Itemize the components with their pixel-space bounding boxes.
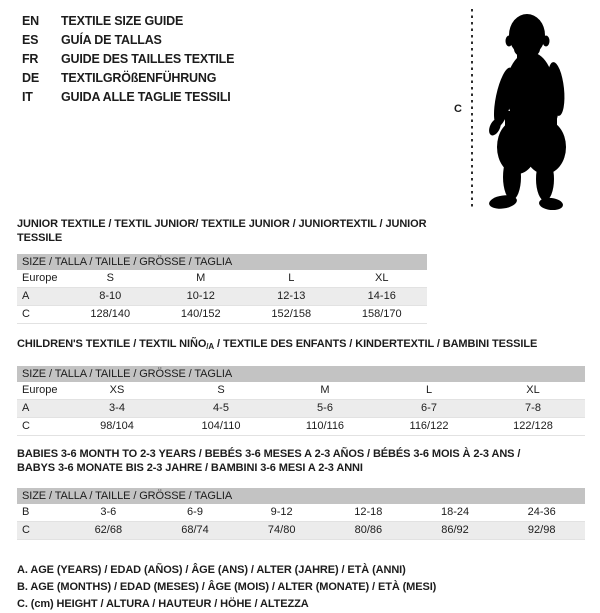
size-value: 110/116 xyxy=(305,420,345,432)
size-value: 5-6 xyxy=(317,402,333,414)
size-value: 3-6 xyxy=(100,506,117,518)
size-value: 92/98 xyxy=(527,524,556,536)
row-label: Europe xyxy=(22,272,58,284)
row-label: B xyxy=(22,506,30,518)
language-row: FR GUIDE DES TAILLES TEXTILE xyxy=(22,50,585,69)
footnotes: A. AGE (YEARS) / EDAD (AÑOS) / ÂGE (ANS)… xyxy=(17,562,585,613)
children-title-pre: CHILDREN'S TEXTILE / TEXTIL NIÑO xyxy=(17,338,207,350)
size-value: 7-8 xyxy=(525,402,541,414)
size-value: XL xyxy=(526,384,540,396)
language-row: EN TEXTILE SIZE GUIDE xyxy=(22,12,585,31)
height-figure: C xyxy=(452,5,597,210)
size-value: 12-18 xyxy=(354,506,383,518)
size-value: L xyxy=(288,272,295,284)
size-value: 18-24 xyxy=(440,506,470,518)
babies-table-rows: B 3-6 6-9 9-12 12-18 18-24 24-36 C 62/68 68/74 74/… xyxy=(17,504,585,540)
junior-table-section: JUNIOR TEXTILE / TEXTIL JUNIOR/ TEXTILE … xyxy=(17,217,427,324)
row-label: C xyxy=(22,420,30,432)
footnote-line: B. AGE (MONTHS) / EDAD (MESES) / ÂGE (MO… xyxy=(17,581,437,593)
row-label: C xyxy=(22,308,30,320)
size-header-bar: SIZE / TALLA / TAILLE / GRÖSSE / TAGLIA xyxy=(17,366,585,382)
size-header-bar: SIZE / TALLA / TAILLE / GRÖSSE / TAGLIA xyxy=(17,254,427,270)
table-row: C 98/104 104/110 110/116 116/122 122/128 xyxy=(17,418,585,436)
language-title: TEXTILGRÖßENFÜHRUNG xyxy=(61,71,217,85)
table-row: C 62/68 68/74 74/80 80/86 86/92 92/98 xyxy=(17,522,585,540)
language-row: IT GUIDA ALLE TAGLIE TESSILI xyxy=(22,88,585,107)
size-value: 140/152 xyxy=(180,308,221,320)
table-row: A 8-10 10-12 12-13 14-16 xyxy=(17,288,427,306)
table-row: C 128/140 140/152 152/158 158/170 xyxy=(17,306,427,324)
size-value: 128/140 xyxy=(90,308,131,320)
row-label: C xyxy=(22,524,30,536)
table-row: A 3-4 4-5 5-6 6-7 7-8 xyxy=(17,400,585,418)
language-code: FR xyxy=(22,52,39,66)
size-value: XL xyxy=(375,272,389,284)
size-value: 24-36 xyxy=(527,506,556,518)
language-code: EN xyxy=(22,14,39,28)
size-value: 12-13 xyxy=(277,290,306,302)
row-label: A xyxy=(22,290,30,302)
size-value: 3-4 xyxy=(109,402,125,414)
size-value: 14-16 xyxy=(367,290,396,302)
language-title: GUIDE DES TAILLES TEXTILE xyxy=(61,52,235,66)
size-value: 122/128 xyxy=(513,420,553,432)
size-value: 158/170 xyxy=(361,308,402,320)
size-value: 10-12 xyxy=(186,290,215,302)
size-value: S xyxy=(106,272,114,284)
footnote-line: C. (cm) HEIGHT / ALTURA / HAUTEUR / HÖHE… xyxy=(17,598,309,610)
children-table-rows: Europe XS S M L XL A 3-4 4-5 5-6 6-7 7-8 C 98/104 104/… xyxy=(17,382,585,436)
table-row: Europe S M L XL xyxy=(17,270,427,288)
language-row: DE TEXTILGRÖßENFÜHRUNG xyxy=(22,69,585,88)
size-value: M xyxy=(196,272,206,284)
language-header: EN TEXTILE SIZE GUIDE ES GUÍA DE TALLAS FR GU… xyxy=(17,12,585,107)
babies-table-title: BABIES 3-6 MONTH TO 2-3 YEARS / BEBÉS 3-… xyxy=(17,447,585,475)
size-value: 8-10 xyxy=(99,290,122,302)
size-value: 9-12 xyxy=(270,506,293,518)
table-row: B 3-6 6-9 9-12 12-18 18-24 24-36 xyxy=(17,504,585,522)
size-value: 80/86 xyxy=(354,524,383,536)
language-code: IT xyxy=(22,90,33,104)
footnote-line: A. AGE (YEARS) / EDAD (AÑOS) / ÂGE (ANS)… xyxy=(17,564,406,576)
table-row: Europe XS S M L XL xyxy=(17,382,585,400)
babies-title-line2: BABYS 3-6 MONATE BIS 2-3 JAHRE / BAMBINI… xyxy=(17,462,363,474)
babies-title-line1: BABIES 3-6 MONTH TO 2-3 YEARS / BEBÉS 3-… xyxy=(17,448,521,460)
row-label: Europe xyxy=(22,384,58,396)
size-value: 152/158 xyxy=(271,308,312,320)
size-value: 104/110 xyxy=(201,420,241,432)
language-code: DE xyxy=(22,71,39,85)
baby-silhouette-icon xyxy=(471,9,566,210)
language-title: GUÍA DE TALLAS xyxy=(61,33,162,47)
size-value: XS xyxy=(109,384,125,396)
junior-table-rows: Europe S M L XL A 8-10 10-12 12-13 14-16 C 128/140 1… xyxy=(17,270,427,324)
size-value: 86/92 xyxy=(441,524,469,536)
size-value: 74/80 xyxy=(267,524,296,536)
children-title-post: / TEXTILE DES ENFANTS / KINDERTEXTIL / B… xyxy=(214,338,538,350)
children-title-sub: /A xyxy=(206,342,215,351)
row-label: A xyxy=(22,402,30,414)
babies-table-section: BABIES 3-6 MONTH TO 2-3 YEARS / BEBÉS 3-… xyxy=(17,447,585,540)
size-value: S xyxy=(217,384,225,396)
language-title: TEXTILE SIZE GUIDE xyxy=(61,14,184,28)
children-table-section: CHILDREN'S TEXTILE / TEXTIL NIÑO/A / TEX… xyxy=(17,337,585,436)
language-row: ES GUÍA DE TALLAS xyxy=(22,31,585,50)
junior-table-title: JUNIOR TEXTILE / TEXTIL JUNIOR/ TEXTILE … xyxy=(17,218,427,244)
children-table-title: CHILDREN'S TEXTILE / TEXTIL NIÑO/A / TEX… xyxy=(17,337,585,354)
language-code: ES xyxy=(22,33,39,47)
size-value: 4-5 xyxy=(213,402,229,414)
size-header-bar: SIZE / TALLA / TAILLE / GRÖSSE / TAGLIA xyxy=(17,488,585,504)
size-value: 62/68 xyxy=(94,524,123,536)
baby-silhouette xyxy=(489,14,566,210)
size-value: L xyxy=(425,384,433,396)
size-value: 116/122 xyxy=(409,420,449,432)
size-value: 68/74 xyxy=(181,524,209,536)
language-title: GUIDA ALLE TAGLIE TESSILI xyxy=(61,90,231,104)
size-value: 98/104 xyxy=(100,420,134,432)
size-value: 6-7 xyxy=(421,402,437,414)
size-value: M xyxy=(320,384,330,396)
size-value: 6-9 xyxy=(187,506,203,518)
height-measure-label: C xyxy=(454,103,462,115)
